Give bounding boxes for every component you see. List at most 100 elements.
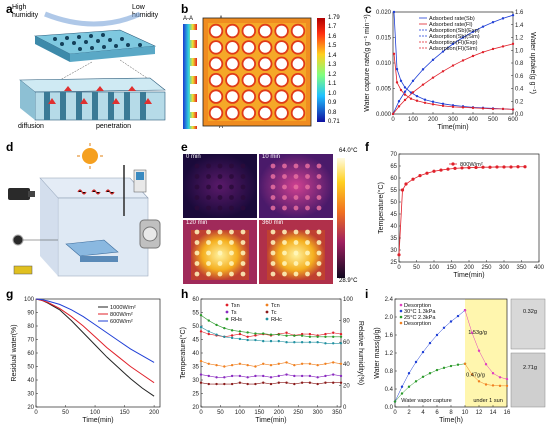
- thermal-dot: [305, 229, 310, 235]
- data-point: [511, 108, 515, 111]
- data-point: [415, 94, 419, 98]
- thermal-dot: [206, 205, 211, 211]
- x-tick-label: 400: [468, 117, 479, 123]
- data-point: [484, 363, 488, 366]
- data-point: [392, 52, 396, 56]
- x-tick-label: 400: [534, 265, 545, 271]
- legend-marker: [399, 309, 403, 313]
- thermal-dot: [282, 163, 287, 169]
- legend-marker: [451, 162, 455, 166]
- data-point: [332, 342, 335, 345]
- data-point: [207, 330, 210, 333]
- legend-label: 1000W/m²: [110, 305, 136, 311]
- data-point: [456, 314, 460, 318]
- x-tick-label: 50: [62, 410, 69, 416]
- thermal-dot: [293, 271, 299, 277]
- data-point: [199, 359, 203, 363]
- data-point: [277, 339, 280, 343]
- hole: [276, 25, 287, 37]
- hole: [292, 74, 304, 86]
- thermal-dot: [293, 229, 299, 235]
- thermal-dot: [206, 261, 211, 266]
- y2-tick-label: 1.0: [515, 48, 524, 54]
- x-tick-label: 14: [490, 410, 497, 416]
- thermal-dot: [194, 271, 200, 277]
- legend-marker: [265, 303, 269, 307]
- y-tick-label: 30: [27, 392, 34, 398]
- data-point: [215, 333, 218, 336]
- thermal-dot: [206, 240, 211, 245]
- data-point: [400, 188, 405, 192]
- data-point: [461, 36, 465, 39]
- thermal-dot: [293, 174, 299, 179]
- data-point: [293, 334, 296, 337]
- thermal-dot: [240, 205, 246, 211]
- data-point: [207, 319, 210, 322]
- data-point: [421, 68, 425, 71]
- data-point: [481, 107, 485, 110]
- hole: [227, 58, 238, 70]
- thermal-colorbar: [337, 158, 345, 278]
- hole: [227, 42, 238, 53]
- data-point: [308, 362, 312, 365]
- thermal-dot: [305, 271, 310, 277]
- x-tick-label: 200: [464, 265, 475, 271]
- annotation-capture: Water vapor capture: [401, 398, 451, 404]
- legend-marker: [225, 310, 229, 314]
- data-point: [393, 400, 397, 403]
- low-humidity-label: Low humidity: [132, 4, 159, 19]
- data-point: [449, 364, 453, 368]
- data-point: [300, 362, 304, 365]
- panel-c: c 0 100 200 300 400 500 600 0.000 0.005 0.010 0.01…: [363, 0, 549, 135]
- data-point: [262, 332, 265, 335]
- thermal-dot: [316, 250, 322, 256]
- hole: [292, 25, 304, 37]
- thermal-dot: [240, 174, 246, 179]
- chart-f: 0 50 100 150 200 250 300 350 400 25 30 35 40 45 50 55 60…: [377, 152, 545, 279]
- data-point: [230, 382, 234, 386]
- y2-tick-label: 0.4: [515, 87, 524, 93]
- y-tick-label: 0.4: [385, 387, 394, 393]
- membrane-schematic: [19, 11, 166, 121]
- annotation-sun: under 1 sun: [473, 398, 503, 404]
- data-point: [223, 365, 226, 368]
- data-point: [339, 362, 343, 365]
- data-point: [491, 107, 495, 111]
- data-point: [423, 98, 427, 101]
- data-point: [254, 334, 257, 337]
- data-point: [316, 363, 319, 367]
- inset-mass-top: 0.32g: [523, 309, 537, 315]
- y-tick-label: 0.005: [376, 87, 392, 93]
- panel-label-c: c: [365, 2, 372, 16]
- thermal-dot: [217, 174, 223, 179]
- x-axis-label: Time(min): [82, 417, 113, 424]
- series-line: [392, 14, 514, 115]
- data-point: [230, 374, 234, 378]
- data-point: [397, 253, 401, 257]
- data-point: [477, 380, 481, 383]
- y2-tick-label: 0.6: [515, 74, 524, 80]
- x-axis-label: Time(min): [437, 124, 468, 131]
- sun-icon: [82, 148, 98, 164]
- data-point: [199, 314, 203, 317]
- data-point: [254, 365, 257, 368]
- thermal-dot: [229, 250, 234, 256]
- legend-label: 600W/m²: [110, 319, 133, 325]
- x-tick-label: 100: [90, 410, 101, 416]
- y2-tick-label: 40: [343, 362, 350, 368]
- x-tick-label: 200: [428, 117, 439, 123]
- x-axis-label: Time(min): [255, 417, 286, 424]
- thermal-dot: [316, 261, 322, 266]
- thermal-dot: [240, 250, 246, 256]
- x-tick-label: 100: [408, 117, 419, 123]
- hole: [210, 107, 222, 119]
- data-point: [481, 50, 485, 54]
- legend-label: Tsn: [231, 303, 240, 309]
- thermal-dot: [282, 229, 287, 235]
- data-point: [451, 64, 455, 67]
- y-tick-label: 40: [192, 351, 199, 357]
- x-tick-label: 4: [421, 410, 425, 416]
- legend-marker: [265, 317, 269, 321]
- legend-label: Adsorption(Fl)(Exp): [429, 40, 478, 46]
- hole: [276, 107, 287, 119]
